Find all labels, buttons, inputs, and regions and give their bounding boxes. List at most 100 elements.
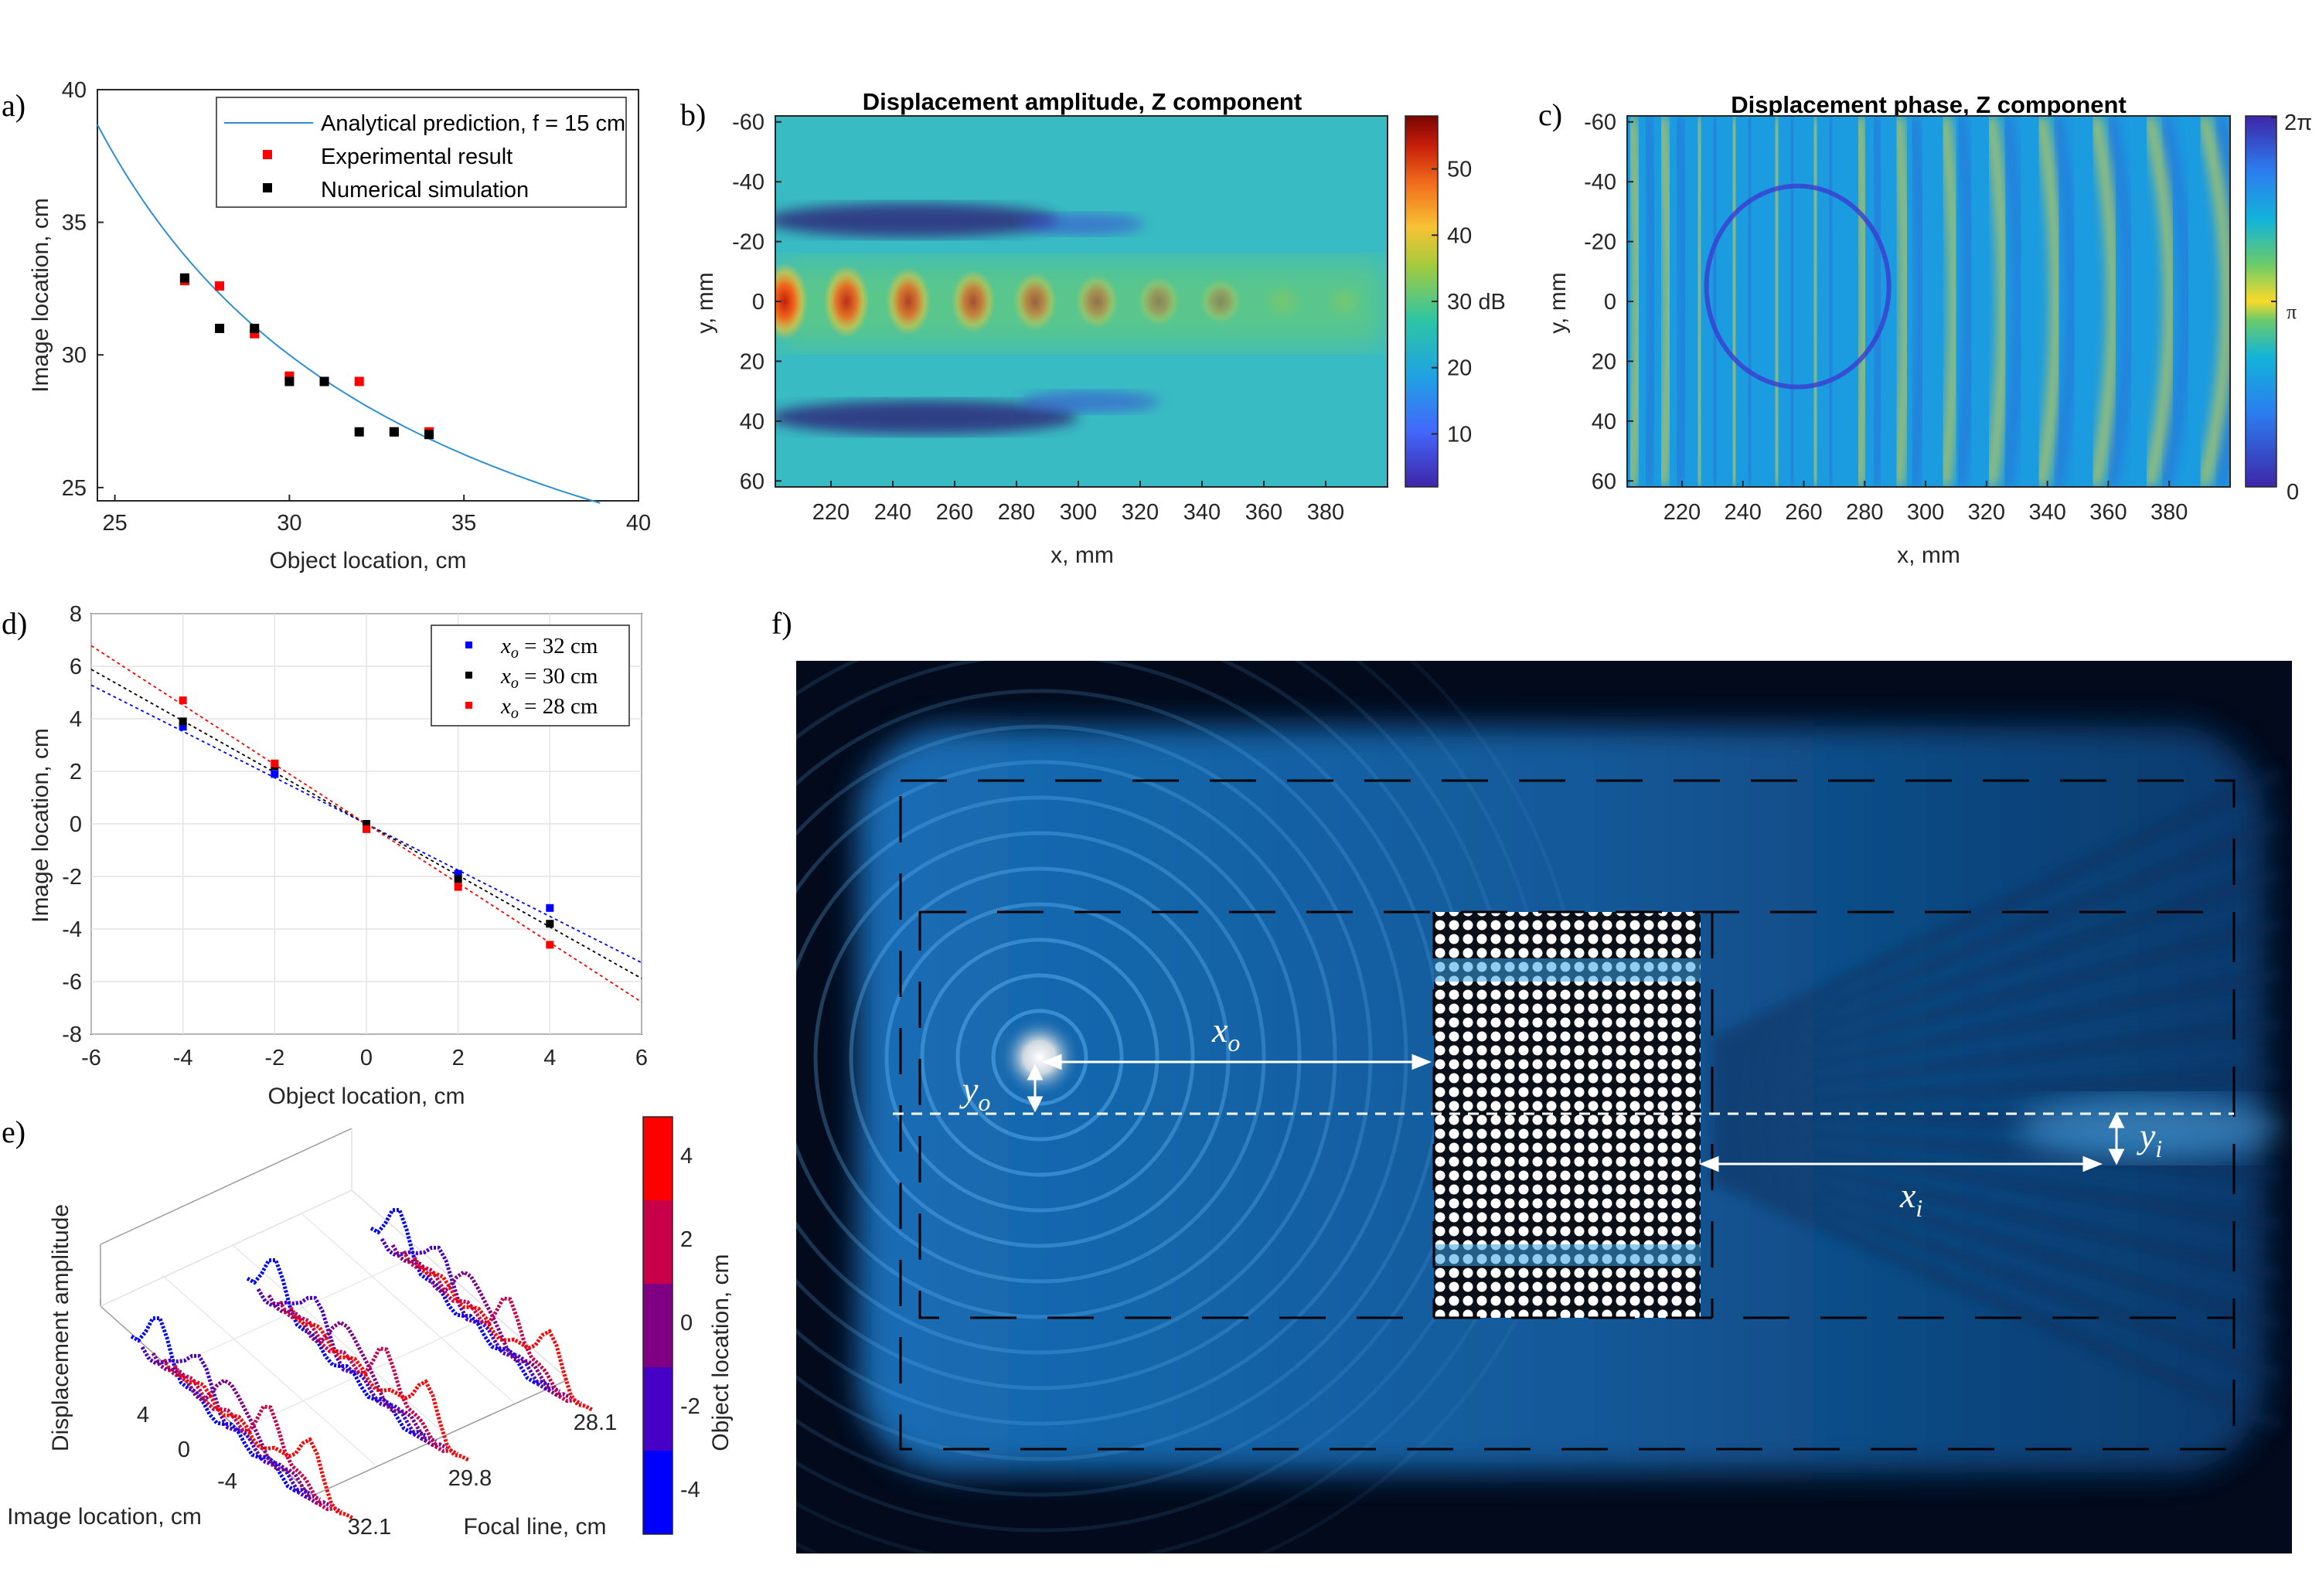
focal-profile-curve xyxy=(380,1237,561,1394)
focal-profile-curve xyxy=(246,1257,427,1438)
image-location-point xyxy=(271,770,279,778)
phase-front xyxy=(2036,116,2062,487)
image-location-point xyxy=(454,883,462,891)
wavefront-ring xyxy=(796,689,1408,1426)
colorbar-segment xyxy=(643,1117,673,1200)
image-location-point xyxy=(271,759,279,767)
d-xtick-label: -4 xyxy=(173,1046,193,1070)
phase-front xyxy=(1854,116,1869,487)
wavefront-ring xyxy=(955,973,1124,1142)
image-location-point xyxy=(363,825,370,833)
label-y-o: yo xyxy=(959,1070,990,1116)
image-location-point xyxy=(454,869,462,878)
c-xtick-label: 340 xyxy=(2028,500,2065,525)
d-xtick-label: -6 xyxy=(81,1046,101,1070)
d-xtick-label: -2 xyxy=(264,1046,284,1070)
phase-trough xyxy=(2003,116,2023,487)
diffraction-beam xyxy=(1711,1139,2282,1281)
phase-discontinuity xyxy=(1704,183,1892,390)
panel-d-label: d) xyxy=(2,606,27,641)
d-ytick-label: 4 xyxy=(70,707,82,732)
image-location-point xyxy=(546,920,554,928)
diffraction-beam xyxy=(1709,817,2283,1061)
b-xtick-label: 340 xyxy=(1183,500,1221,525)
b-cbar-tick-label: 20 xyxy=(1447,356,1472,381)
simulation-point xyxy=(424,430,434,440)
wavefront-ring xyxy=(796,724,1373,1390)
e-cbar-tick-label: -2 xyxy=(680,1394,700,1419)
e-image-tick-neg4: -4 xyxy=(217,1469,237,1494)
a-ytick-label: 30 xyxy=(62,343,87,368)
panel-b-title: Displacement amplitude, Z component xyxy=(863,88,1302,115)
a-ytick-label: 35 xyxy=(62,211,87,236)
diffraction-beam xyxy=(1710,867,2283,1071)
panel-a-label: a) xyxy=(2,88,26,123)
c-ytick-label: 40 xyxy=(1592,410,1616,434)
panel-f: f) xyxy=(771,606,2292,1553)
a-ytick-label: 25 xyxy=(62,476,87,501)
colorbar-segment xyxy=(643,1451,673,1534)
simulation-point xyxy=(389,427,399,437)
label-x-o: xo xyxy=(1211,1010,1240,1057)
diffraction-beam xyxy=(1710,1159,2283,1382)
simulation-point xyxy=(250,323,260,333)
panel-b: b) Displacement amplitude, Z component 2… xyxy=(680,88,1506,568)
b-ytick-label: 20 xyxy=(740,349,764,374)
wavefront-ring xyxy=(796,760,1337,1355)
panel-e-3d-axes xyxy=(100,1128,569,1496)
panel-a: a) 25 30 35 40 25 30 35 40 Analytical predictio… xyxy=(2,78,651,573)
e-focal-tick-32: 32.1 xyxy=(348,1515,391,1540)
legend-text-numerical: Numerical simulation xyxy=(321,178,529,202)
b-ytick-label: 40 xyxy=(740,410,764,434)
b-xtick-label: 260 xyxy=(936,500,973,525)
fit-line xyxy=(90,684,642,964)
c-xtick-label: 260 xyxy=(1785,500,1822,525)
panel-c-ylabel: y, mm xyxy=(1545,272,1571,333)
image-location-point xyxy=(546,903,554,912)
amplitude-focus-spot xyxy=(775,263,808,340)
b-xtick-label: 320 xyxy=(1122,500,1159,525)
panel-a-xlabel: Object location, cm xyxy=(269,548,466,573)
image-location-point xyxy=(454,875,462,883)
focal-profile-curve xyxy=(140,1346,322,1502)
panel-e-xlabel: Image location, cm xyxy=(7,1504,202,1530)
panel-c-label: c) xyxy=(1538,97,1562,132)
legend-marker-numerical xyxy=(263,183,272,192)
panel-c-title: Displacement phase, Z component xyxy=(1731,91,2127,118)
phase-trough xyxy=(1788,116,1796,487)
amplitude-focus-spot xyxy=(823,265,870,338)
phase-trough xyxy=(1674,116,1687,487)
d-xtick-label: 2 xyxy=(452,1046,465,1070)
panel-e-label: e) xyxy=(2,1114,26,1149)
c-xtick-label: 380 xyxy=(2150,500,2188,525)
legend-marker-experimental xyxy=(263,150,272,159)
focal-profile-curve xyxy=(256,1288,438,1444)
e-cbar-tick-label: 2 xyxy=(680,1227,693,1252)
phase-front xyxy=(1986,116,2009,487)
b-ytick-label: -60 xyxy=(732,111,764,135)
amplitude-focus-spot xyxy=(1200,279,1241,324)
phase-trough xyxy=(1827,116,1835,487)
phase-colorbar-tick-pi: π xyxy=(2287,301,2297,323)
wavefront-ring xyxy=(813,831,1266,1284)
panel-d-xlabel: Object location, cm xyxy=(267,1084,465,1109)
simulation-point xyxy=(354,427,364,437)
phase-front xyxy=(2198,116,2230,487)
phase-trough xyxy=(2161,116,2189,487)
colorbar-segment xyxy=(643,1367,673,1451)
legend-d-30: xo = 30 cm xyxy=(500,664,598,692)
e-image-tick-4: 4 xyxy=(137,1403,149,1428)
d-xtick-label: 6 xyxy=(635,1046,648,1070)
b-cbar-tick-label: 30 dB xyxy=(1447,290,1506,315)
d-ytick-label: -2 xyxy=(62,865,82,890)
diffraction-beam xyxy=(1711,1129,2282,1231)
phase-front xyxy=(2144,116,2175,487)
simulation-point xyxy=(215,323,225,333)
phase-colorbar-tick-2pi: 2π xyxy=(2284,111,2312,135)
image-location-point xyxy=(179,717,187,726)
dimension-arrows xyxy=(1027,1053,2125,1172)
phase-front xyxy=(1810,116,1821,487)
panel-b-xlabel: x, mm xyxy=(1051,543,1114,568)
a-xtick-label: 40 xyxy=(626,511,651,536)
